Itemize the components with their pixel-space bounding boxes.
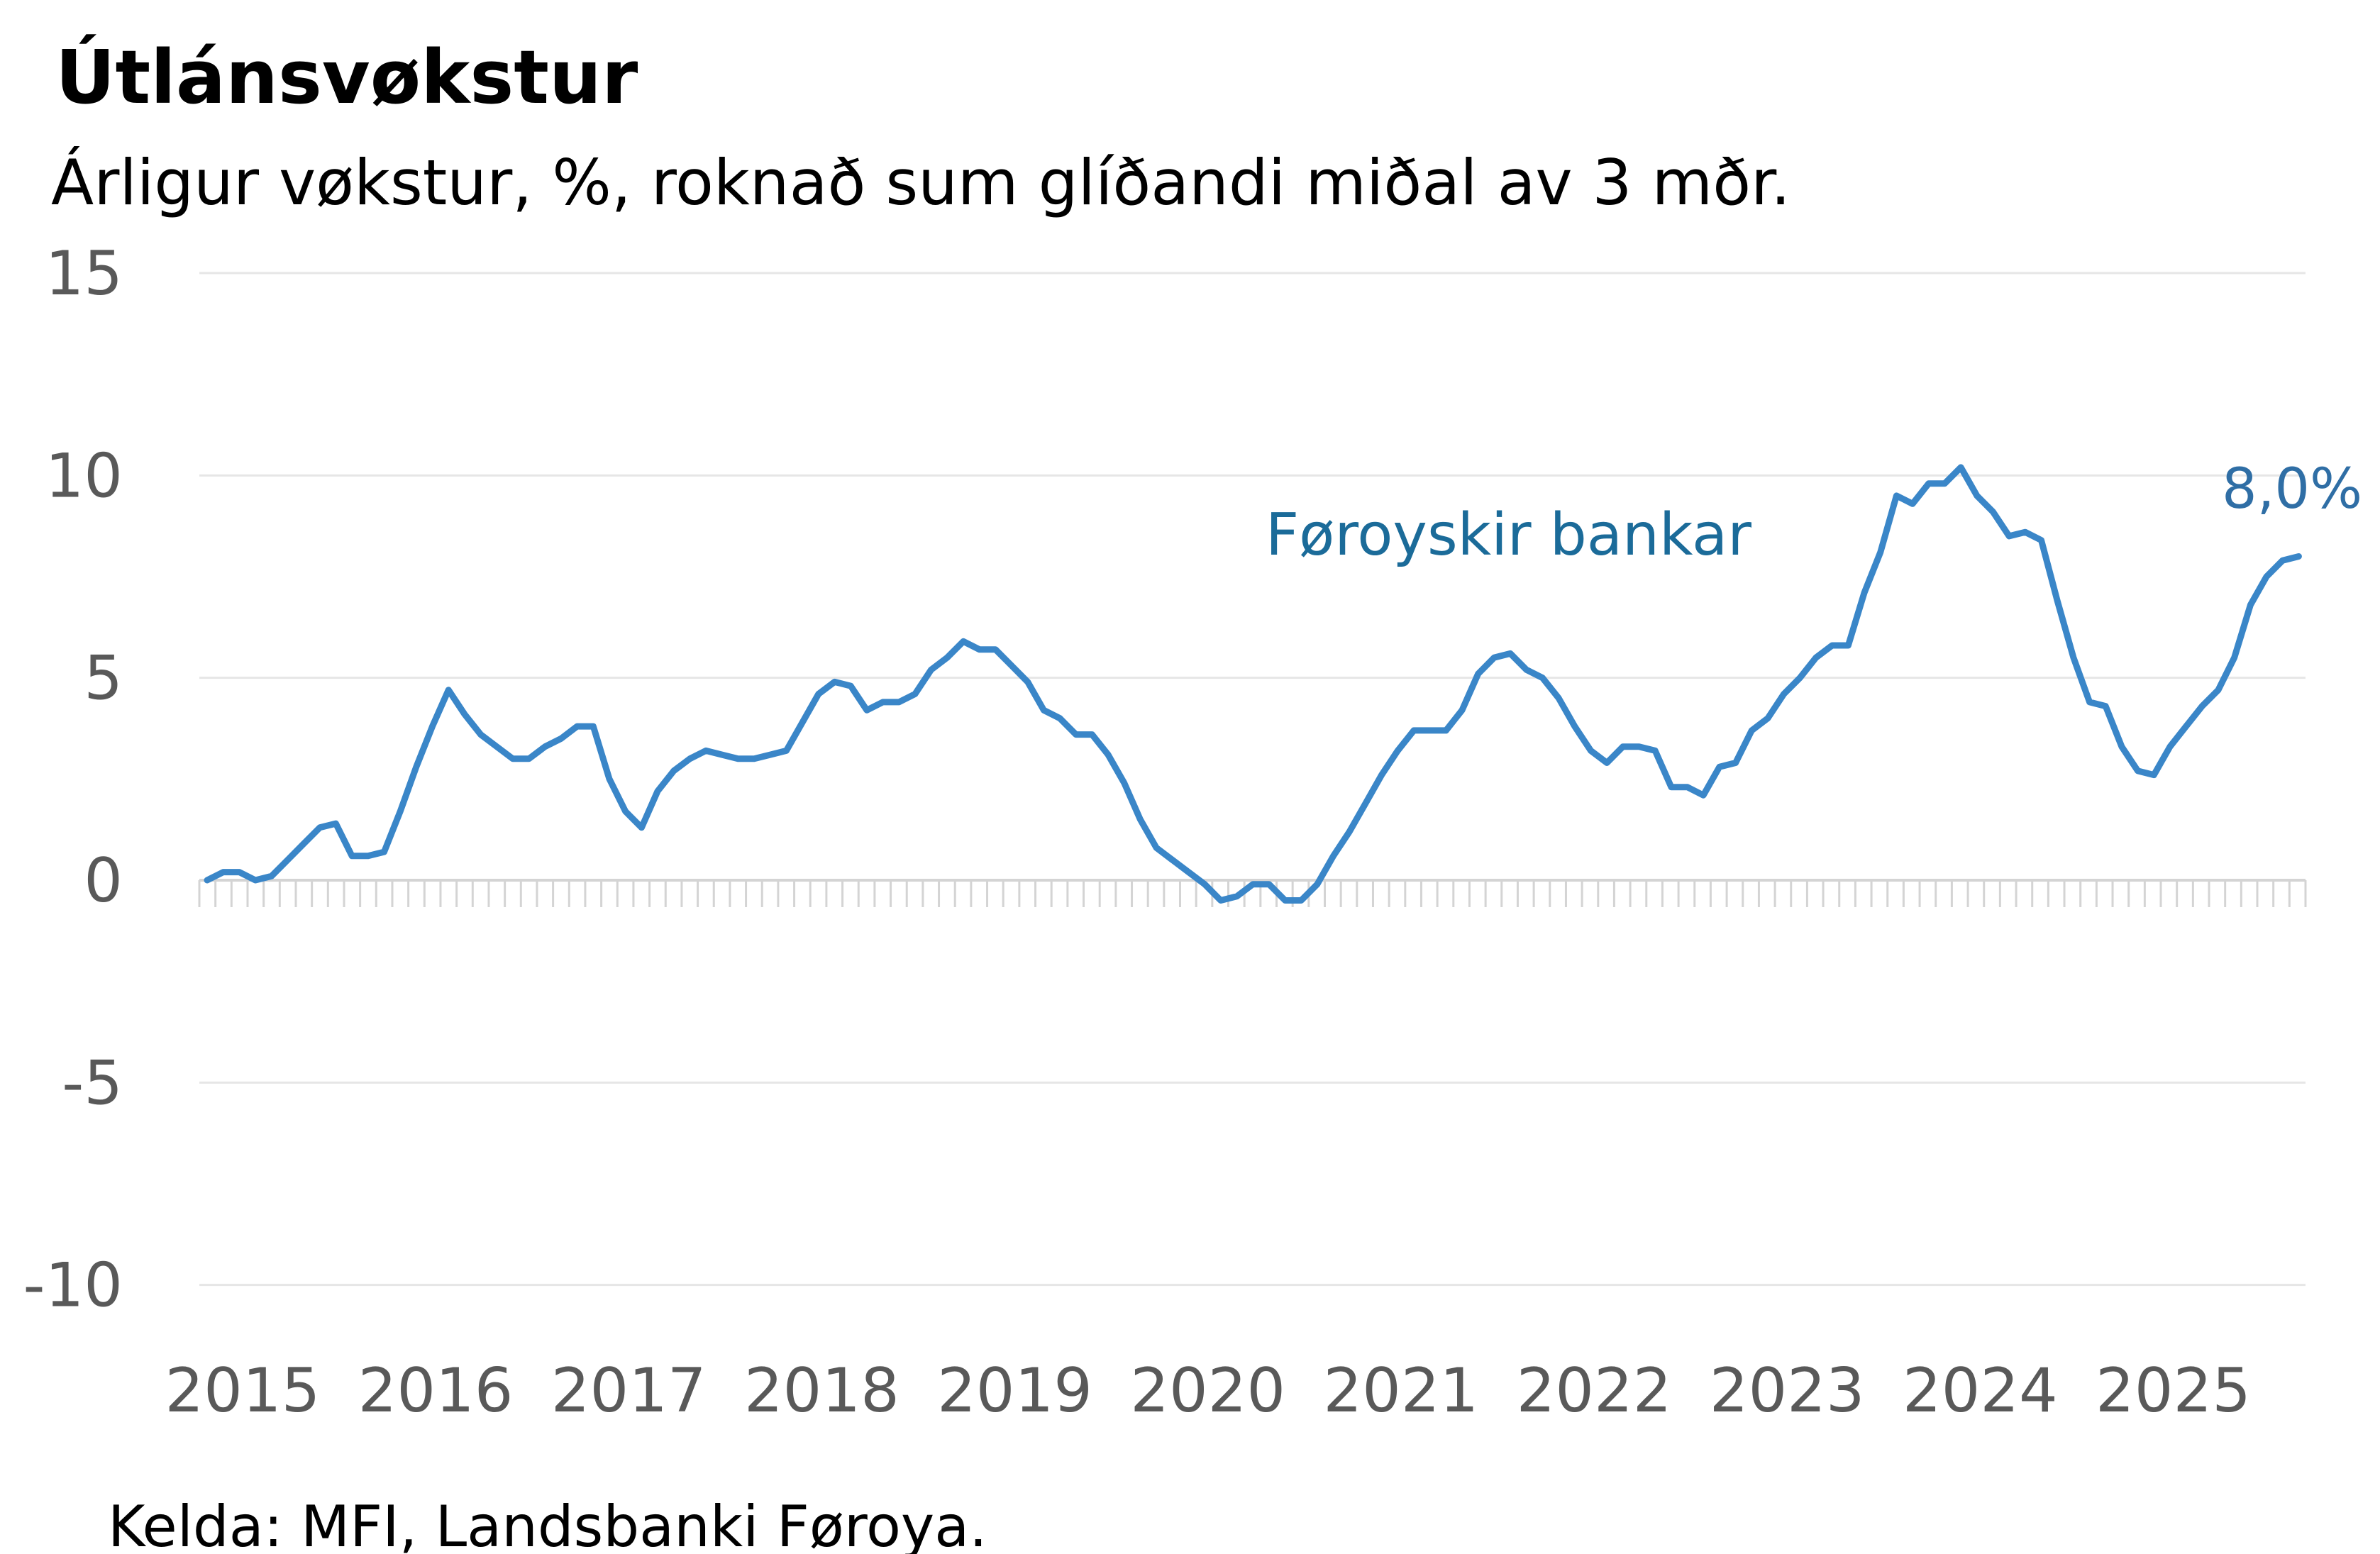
series-line [204,464,2302,904]
x-tick-label: 2025 [2096,1355,2251,1426]
x-tick-label: 2017 [551,1355,707,1426]
y-tick-label: 15 [45,238,123,309]
x-tick-label: 2022 [1517,1355,1672,1426]
chart-subtitle: Árligur vøkstur, %, roknað sum glíðandi … [51,146,1790,219]
series-group [204,464,2302,904]
source-note: Kelda: MFI, Landsbanki Føroya. [108,1494,987,1554]
x-axis [198,879,2307,907]
series-label: Føroyskir bankar [1266,501,1751,569]
x-tick-label: 2016 [358,1355,514,1426]
x-tick-label: 2018 [744,1355,900,1426]
chart-title: Útlánsvøkstur [55,34,638,121]
end-value-label: 8,0% [2222,457,2362,521]
x-tick-label: 2021 [1323,1355,1478,1426]
x-tick-label: 2019 [937,1355,1092,1426]
y-tick-label: 5 [84,643,123,714]
y-tick-label: -5 [62,1048,123,1119]
y-axis-ticks: 15 10 5 0 -5 -10 [23,238,123,1321]
y-tick-label: -10 [23,1250,123,1321]
x-axis-labels: 2015 2016 2017 2018 2019 2020 2021 2022 2023 2024… [165,1355,2250,1426]
x-tick-label: 2023 [1710,1355,1865,1426]
x-tick-label: 2020 [1130,1355,1285,1426]
y-tick-label: 10 [45,440,123,511]
x-tick-label: 2024 [1903,1355,2058,1426]
x-tick-label: 2015 [165,1355,320,1426]
y-tick-label: 0 [84,845,123,916]
gridlines [199,272,2306,1287]
